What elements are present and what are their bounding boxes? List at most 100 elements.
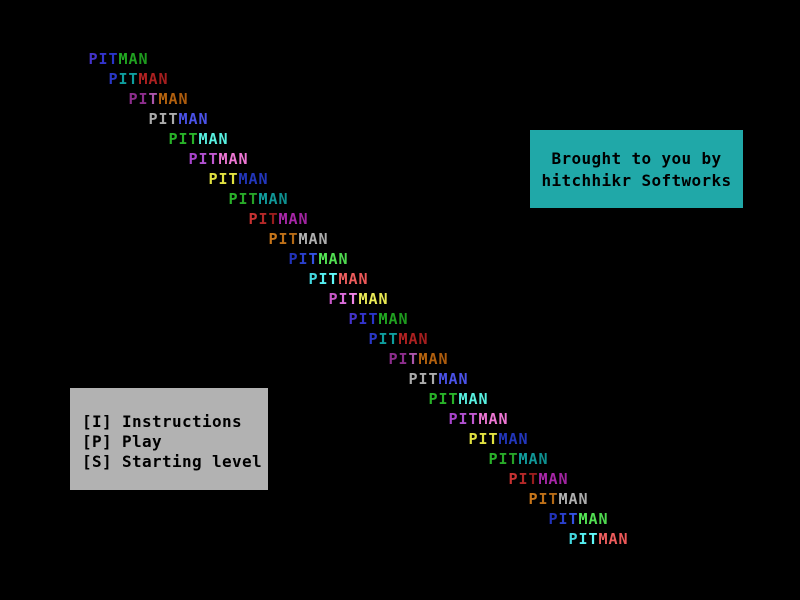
pitman-letter-m: M: [458, 390, 468, 408]
pitman-letter-n: N: [538, 450, 548, 468]
pitman-letter-n: N: [138, 50, 148, 68]
pitman-cascade-row-4: PITMAN: [148, 112, 208, 128]
pitman-letter-p: P: [548, 510, 558, 528]
pitman-cascade-row-24: PITMAN: [548, 512, 608, 528]
pitman-cascade-row-23: PITMAN: [528, 492, 588, 508]
pitman-letter-p: P: [508, 470, 518, 488]
pitman-cascade-row-10: PITMAN: [268, 232, 328, 248]
pitman-letter-m: M: [278, 210, 288, 228]
pitman-letter-a: A: [348, 270, 358, 288]
pitman-letter-i: I: [558, 510, 568, 528]
pitman-letter-n: N: [438, 350, 448, 368]
pitman-letter-n: N: [558, 470, 568, 488]
pitman-letter-t: T: [108, 50, 118, 68]
pitman-cascade-row-12: PITMAN: [308, 272, 368, 288]
pitman-letter-n: N: [598, 510, 608, 528]
pitman-letter-a: A: [328, 250, 338, 268]
main-menu-box: [I] Instructions [P] Play [S] Starting lev…: [70, 388, 268, 490]
pitman-letter-t: T: [208, 150, 218, 168]
pitman-letter-p: P: [268, 230, 278, 248]
pitman-letter-m: M: [118, 50, 128, 68]
menu-item-play[interactable]: [P] Play: [82, 432, 163, 451]
pitman-letter-t: T: [288, 230, 298, 248]
pitman-letter-i: I: [378, 330, 388, 348]
pitman-cascade-row-13: PITMAN: [328, 292, 388, 308]
pitman-letter-m: M: [138, 70, 148, 88]
pitman-letter-m: M: [478, 410, 488, 428]
pitman-cascade-row-17: PITMAN: [408, 372, 468, 388]
pitman-letter-a: A: [248, 170, 258, 188]
pitman-letter-a: A: [228, 150, 238, 168]
pitman-letter-i: I: [518, 470, 528, 488]
pitman-letter-n: N: [518, 430, 528, 448]
pitman-letter-p: P: [468, 430, 478, 448]
pitman-letter-p: P: [188, 150, 198, 168]
pitman-letter-a: A: [408, 330, 418, 348]
pitman-letter-m: M: [218, 150, 228, 168]
pitman-letter-a: A: [188, 110, 198, 128]
pitman-letter-n: N: [258, 170, 268, 188]
pitman-letter-p: P: [328, 290, 338, 308]
pitman-letter-t: T: [128, 70, 138, 88]
pitman-letter-i: I: [338, 290, 348, 308]
pitman-letter-m: M: [238, 170, 248, 188]
pitman-letter-t: T: [268, 210, 278, 228]
pitman-letter-a: A: [288, 210, 298, 228]
pitman-letter-i: I: [358, 310, 368, 328]
pitman-letter-i: I: [118, 70, 128, 88]
credit-box: Brought to you by hitchhikr Softworks: [530, 130, 743, 208]
pitman-cascade-row-15: PITMAN: [368, 332, 428, 348]
pitman-letter-i: I: [498, 450, 508, 468]
pitman-letter-m: M: [198, 130, 208, 148]
pitman-cascade-row-16: PITMAN: [388, 352, 448, 368]
pitman-letter-a: A: [448, 370, 458, 388]
pitman-letter-p: P: [308, 270, 318, 288]
menu-item-instructions[interactable]: [I] Instructions: [82, 412, 243, 431]
pitman-letter-t: T: [368, 310, 378, 328]
pitman-letter-i: I: [438, 390, 448, 408]
credit-line-1: Brought to you by: [551, 149, 722, 168]
pitman-cascade-row-5: PITMAN: [168, 132, 228, 148]
pitman-letter-p: P: [568, 530, 578, 548]
pitman-letter-i: I: [538, 490, 548, 508]
pitman-letter-i: I: [238, 190, 248, 208]
pitman-letter-m: M: [418, 350, 428, 368]
pitman-letter-a: A: [148, 70, 158, 88]
pitman-letter-t: T: [148, 90, 158, 108]
pitman-letter-t: T: [528, 470, 538, 488]
pitman-letter-a: A: [588, 510, 598, 528]
pitman-letter-a: A: [388, 310, 398, 328]
pitman-letter-p: P: [408, 370, 418, 388]
pitman-letter-i: I: [418, 370, 428, 388]
pitman-letter-p: P: [428, 390, 438, 408]
pitman-letter-i: I: [138, 90, 148, 108]
pitman-letter-t: T: [308, 250, 318, 268]
pitman-letter-i: I: [318, 270, 328, 288]
pitman-letter-a: A: [128, 50, 138, 68]
pitman-letter-i: I: [458, 410, 468, 428]
pitman-letter-a: A: [368, 290, 378, 308]
pitman-letter-t: T: [328, 270, 338, 288]
pitman-letter-m: M: [538, 470, 548, 488]
pitman-letter-i: I: [278, 230, 288, 248]
pitman-cascade-row-2: PITMAN: [108, 72, 168, 88]
pitman-letter-n: N: [318, 230, 328, 248]
pitman-letter-i: I: [98, 50, 108, 68]
pitman-letter-p: P: [148, 110, 158, 128]
pitman-letter-m: M: [558, 490, 568, 508]
pitman-letter-a: A: [528, 450, 538, 468]
pitman-letter-a: A: [608, 530, 618, 548]
pitman-letter-t: T: [168, 110, 178, 128]
pitman-letter-p: P: [348, 310, 358, 328]
pitman-letter-n: N: [298, 210, 308, 228]
pitman-letter-n: N: [498, 410, 508, 428]
pitman-letter-m: M: [518, 450, 528, 468]
pitman-letter-i: I: [478, 430, 488, 448]
menu-item-starting-level[interactable]: [S] Starting level: [82, 452, 263, 471]
pitman-letter-t: T: [348, 290, 358, 308]
pitman-letter-n: N: [178, 90, 188, 108]
pitman-letter-m: M: [158, 90, 168, 108]
pitman-letter-i: I: [398, 350, 408, 368]
pitman-letter-p: P: [128, 90, 138, 108]
